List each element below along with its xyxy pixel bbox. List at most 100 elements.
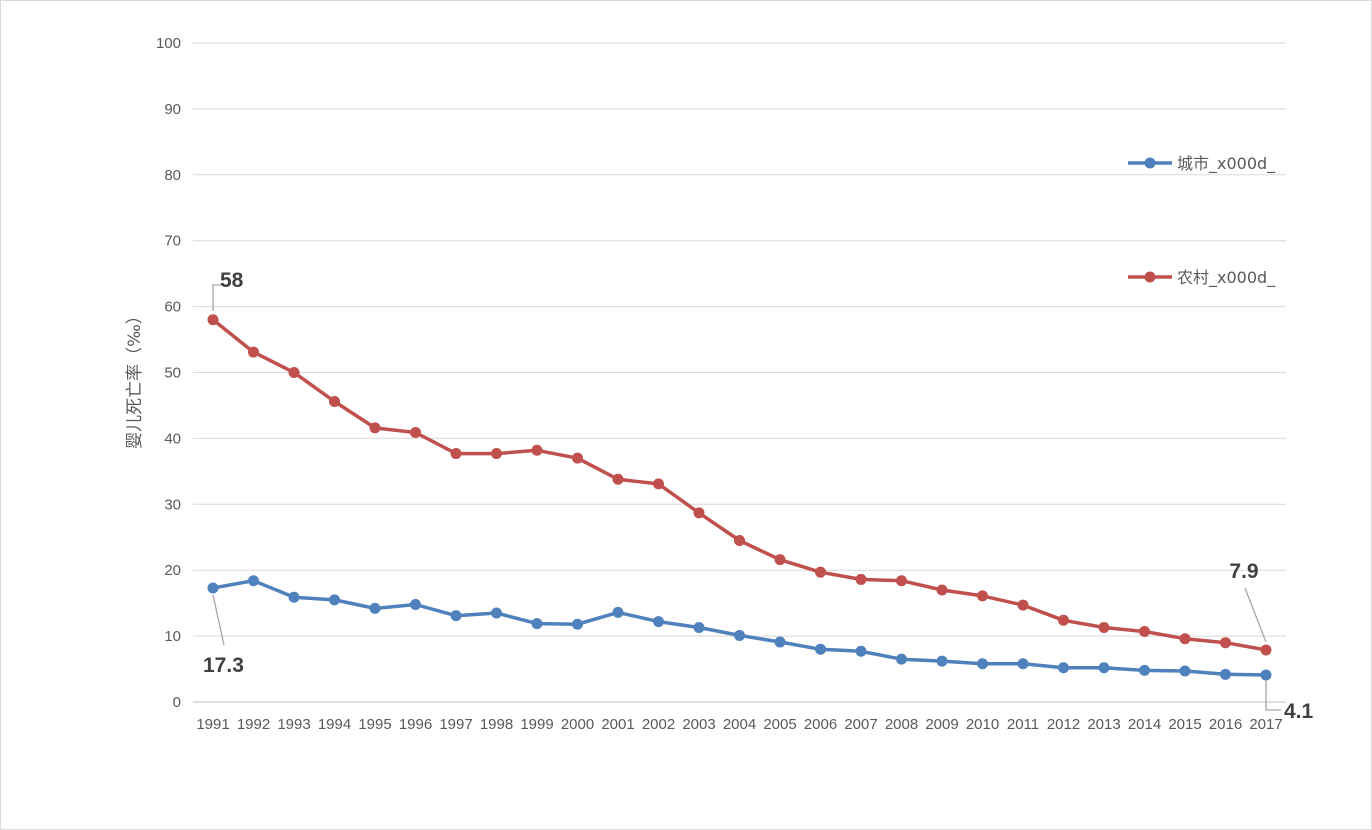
data-point: [1260, 669, 1272, 681]
data-point: [855, 573, 867, 585]
x-tick-label: 2010: [966, 716, 999, 733]
data-label: 7.9: [1229, 560, 1258, 583]
leader-line: [212, 284, 226, 311]
x-tick-label: 2011: [1007, 716, 1039, 733]
data-point: [734, 629, 745, 641]
data-point: [653, 616, 664, 628]
data-label: 58: [220, 269, 244, 292]
data-point: [734, 535, 745, 547]
x-tick-label: 2008: [885, 716, 918, 733]
y-tick-label: 100: [156, 35, 181, 52]
legend-item-1[interactable]: 城市_x000d_: [1128, 154, 1276, 174]
data-point: [1017, 658, 1029, 670]
gridlines: [193, 42, 1286, 703]
data-point: [410, 426, 421, 438]
data-point: [329, 594, 340, 606]
leader-line: [212, 594, 225, 646]
y-tick-label: 0: [173, 694, 181, 711]
data-point: [936, 584, 948, 596]
x-tick-label: 2006: [804, 716, 837, 733]
data-point: [612, 473, 624, 485]
y-axis: 0 10 20 30 40 50 60 70 80 90 100: [156, 35, 181, 711]
x-tick-label: 1999: [520, 716, 553, 733]
x-tick-label: 2013: [1087, 716, 1120, 733]
data-point: [491, 448, 502, 460]
data-point: [410, 598, 421, 610]
x-tick-label: 1992: [237, 716, 270, 733]
legend-label: 农村_x000d_: [1177, 268, 1276, 288]
data-point: [369, 422, 381, 434]
y-tick-label: 10: [164, 628, 181, 645]
x-axis: 1991 1992 1993 1994 1995 1996 1997 1998 1999 2000…: [196, 716, 1282, 733]
data-point: [1179, 633, 1191, 645]
data-point: [693, 622, 705, 634]
data-point: [1098, 622, 1110, 634]
data-point: [450, 610, 462, 622]
data-point: [936, 655, 948, 667]
data-point: [1058, 662, 1069, 674]
data-point: [491, 607, 502, 619]
x-tick-label: 2000: [561, 716, 594, 733]
data-point: [612, 606, 624, 618]
data-point: [207, 582, 219, 594]
y-tick-label: 30: [164, 496, 181, 513]
x-tick-label: 2017: [1249, 716, 1282, 733]
data-point: [1017, 599, 1029, 611]
data-label: 4.1: [1284, 700, 1314, 723]
data-label: 17.3: [203, 654, 244, 677]
legend[interactable]: 城市_x000d_ 农村_x000d_: [1128, 154, 1276, 288]
x-tick-label: 2005: [763, 716, 796, 733]
data-point: [1098, 662, 1110, 674]
y-tick-label: 70: [164, 233, 181, 250]
x-tick-label: 1991: [196, 716, 229, 733]
data-point: [815, 566, 826, 578]
data-point: [531, 618, 543, 630]
data-point: [207, 314, 219, 326]
series: [207, 314, 1272, 681]
data-point: [774, 636, 786, 648]
data-point: [450, 448, 462, 460]
data-point: [1260, 644, 1272, 656]
data-point: [896, 575, 907, 587]
series-line-2: [211, 318, 1268, 652]
data-point: [288, 591, 300, 603]
x-tick-label: 1995: [358, 716, 391, 733]
data-point: [774, 554, 786, 566]
legend-item-2[interactable]: 农村_x000d_: [1128, 268, 1276, 288]
data-point: [369, 602, 381, 614]
data-point: [855, 645, 867, 657]
data-point: [288, 367, 300, 378]
y-tick-label: 60: [164, 299, 181, 316]
x-tick-label: 1994: [318, 716, 351, 733]
x-tick-label: 2012: [1047, 716, 1080, 733]
data-point: [572, 452, 583, 464]
data-point: [1058, 614, 1069, 626]
y-tick-label: 40: [164, 430, 181, 447]
y-axis-title: 婴儿死亡率（‰）: [125, 307, 145, 449]
data-point: [815, 643, 826, 655]
data-point: [248, 575, 259, 587]
y-tick-label: 50: [164, 365, 181, 382]
x-tick-label: 1993: [277, 716, 310, 733]
x-tick-label: 2003: [682, 716, 715, 733]
leader-line: [1265, 680, 1281, 711]
x-tick-label: 2009: [925, 716, 958, 733]
x-tick-label: 2002: [642, 716, 675, 733]
y-tick-label: 90: [164, 101, 181, 118]
data-point: [693, 507, 705, 519]
data-labels: 17.3 4.1 58 7.9: [203, 269, 1314, 723]
x-tick-label: 2001: [601, 716, 634, 733]
data-point: [1139, 664, 1150, 676]
x-tick-label: 1996: [399, 716, 432, 733]
legend-swatch-marker: [1144, 271, 1156, 283]
data-point: [531, 444, 543, 456]
y-tick-label: 80: [164, 167, 181, 184]
data-point: [977, 590, 988, 602]
y-tick-label: 20: [164, 562, 181, 579]
legend-label: 城市_x000d_: [1177, 154, 1276, 174]
x-tick-label: 1998: [480, 716, 513, 733]
x-tick-label: 2015: [1168, 716, 1201, 733]
x-tick-label: 2014: [1128, 716, 1161, 733]
data-point: [896, 653, 907, 665]
